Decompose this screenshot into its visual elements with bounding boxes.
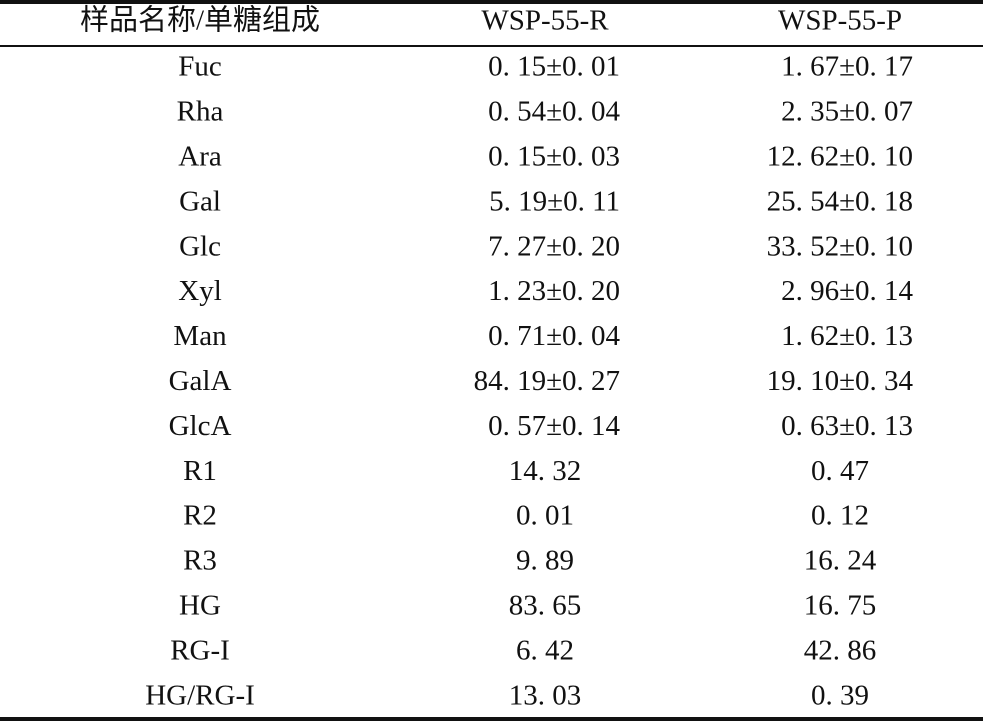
row-label: R1	[183, 455, 217, 487]
cell: 2. 35±0. 07	[781, 96, 913, 128]
cell: 0. 15±0. 01	[488, 51, 620, 83]
row-label: Ara	[178, 140, 222, 172]
cell: 16. 24	[804, 545, 877, 577]
header-cell: WSP-55-R	[481, 5, 609, 37]
cell: 25. 54±0. 18	[767, 185, 913, 217]
cell: 2. 96±0. 14	[781, 275, 913, 307]
row-label: HG	[179, 589, 221, 621]
cell: 0. 01	[516, 500, 574, 532]
cell: 83. 65	[509, 589, 582, 621]
cell: 12. 62±0. 10	[767, 140, 913, 172]
row-label: GlcA	[169, 410, 232, 442]
cell: 0. 39	[811, 679, 869, 711]
cell: 5. 19±0. 11	[489, 185, 620, 217]
cell: 0. 63±0. 13	[781, 410, 913, 442]
row-label: Fuc	[178, 51, 222, 83]
cell: 16. 75	[804, 589, 877, 621]
cell: 42. 86	[804, 634, 877, 666]
cell: 7. 27±0. 20	[488, 230, 620, 262]
cell: 0. 15±0. 03	[488, 140, 620, 172]
cell: 0. 57±0. 14	[488, 410, 620, 442]
row-label: Xyl	[178, 275, 222, 307]
cell: 13. 03	[509, 679, 582, 711]
cell: 14. 32	[509, 455, 582, 487]
cell: 0. 12	[811, 500, 869, 532]
cell: 0. 54±0. 04	[488, 96, 620, 128]
header-cell: 样品名称/单糖组成	[80, 4, 320, 37]
row-label: Man	[173, 320, 227, 352]
cell: 33. 52±0. 10	[767, 230, 913, 262]
cell: 19. 10±0. 34	[767, 365, 914, 397]
row-label: R2	[183, 500, 217, 532]
cell: 9. 89	[516, 545, 574, 577]
row-label: Glc	[179, 230, 221, 262]
cell: 84. 19±0. 27	[474, 365, 620, 397]
cell: 1. 23±0. 20	[488, 275, 620, 307]
cell: 1. 67±0. 17	[781, 51, 913, 83]
header-cell: WSP-55-P	[778, 5, 902, 37]
cell: 1. 62±0. 13	[781, 320, 913, 352]
cell: 6. 42	[516, 634, 574, 666]
cell: 0. 71±0. 04	[488, 320, 620, 352]
row-label: Rha	[177, 96, 224, 128]
row-label: R3	[183, 545, 217, 577]
row-label: GalA	[169, 365, 232, 397]
cell: 0. 47	[811, 455, 869, 487]
row-label: RG-I	[170, 634, 230, 666]
row-label: Gal	[179, 185, 221, 217]
row-label: HG/RG-I	[145, 679, 255, 711]
